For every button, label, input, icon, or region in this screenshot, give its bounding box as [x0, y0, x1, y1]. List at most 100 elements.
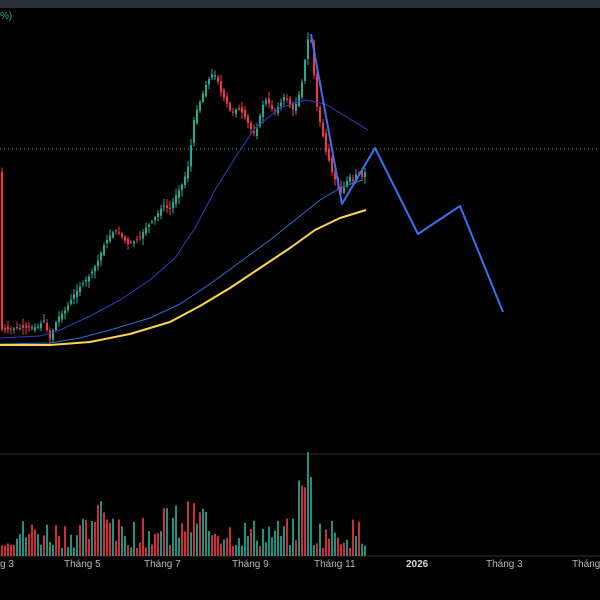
volume-bar: [340, 544, 342, 556]
candle-body: [268, 98, 270, 104]
candle-body: [220, 81, 222, 93]
volume-bar: [19, 534, 21, 556]
candle-body: [319, 107, 321, 122]
volume-bar: [334, 532, 336, 556]
chart-area[interactable]: [0, 8, 600, 600]
candle-body: [103, 245, 105, 256]
candle-body: [64, 310, 66, 314]
volume-bar: [274, 530, 276, 556]
volume-bar: [211, 535, 213, 556]
volume-bar: [229, 527, 231, 556]
candle-body: [151, 221, 153, 223]
candle-body: [304, 60, 306, 81]
volume-bar: [124, 536, 126, 556]
volume-bar: [184, 531, 186, 556]
volume-bar: [319, 523, 321, 556]
candle-body: [223, 89, 225, 98]
volume-bar: [7, 543, 9, 556]
candle-body: [130, 241, 132, 243]
volume-bar: [313, 545, 315, 556]
volume-bar: [331, 520, 333, 556]
candle-body: [241, 107, 243, 113]
volume-bar: [91, 520, 93, 556]
volume-bar: [214, 533, 216, 556]
candle-body: [142, 232, 144, 239]
volume-bar: [73, 547, 75, 556]
volume-bar: [199, 512, 201, 556]
candle-body: [325, 133, 327, 152]
volume-bar: [271, 537, 273, 556]
volume-bar: [202, 508, 204, 556]
candle-body: [106, 240, 108, 244]
time-axis-tick: g 3: [0, 559, 14, 570]
volume-bar: [22, 521, 24, 556]
volume-bar: [82, 519, 84, 556]
volume-bar: [250, 529, 252, 556]
candle-body: [22, 325, 24, 328]
candle-body: [91, 271, 93, 274]
volume-bar: [130, 547, 132, 556]
candle-body: [247, 116, 249, 123]
time-axis-tick: Tháng 11: [314, 559, 356, 570]
volume-bar: [94, 521, 96, 556]
volume-bar: [289, 545, 291, 556]
price-chart-svg[interactable]: [0, 8, 600, 600]
candle-body: [232, 111, 234, 113]
candle-body: [286, 98, 288, 100]
candle-body: [145, 227, 147, 234]
volume-bar: [220, 543, 222, 556]
volume-bar: [142, 518, 144, 556]
volume-bar: [328, 538, 330, 556]
volume-bar: [112, 518, 114, 556]
candle-body: [322, 122, 324, 137]
time-axis-tick: Tháng 9: [232, 559, 269, 570]
volume-bar: [226, 537, 228, 556]
volume-bar: [232, 545, 234, 556]
volume-bar: [280, 536, 282, 556]
candle-body: [85, 279, 87, 282]
candle-body: [40, 323, 42, 329]
candle-body: [205, 85, 207, 97]
candle-body: [313, 41, 315, 76]
candle-body: [364, 172, 366, 178]
candle-body: [340, 186, 342, 193]
candle-body: [235, 109, 237, 115]
volume-bar: [169, 544, 171, 556]
volume-bar: [268, 526, 270, 556]
volume-bar: [346, 539, 348, 556]
candle-body: [28, 325, 30, 328]
candle-body: [289, 99, 291, 107]
candle-body: [331, 158, 333, 172]
volume-bar: [160, 531, 162, 556]
volume-bar: [307, 452, 309, 556]
volume-bar: [151, 544, 153, 556]
volume-bar: [103, 512, 105, 556]
candle-body: [34, 327, 36, 331]
candle-body: [181, 184, 183, 190]
volume-bar: [139, 542, 141, 556]
candle-body: [163, 205, 165, 207]
volume-bar: [223, 539, 225, 556]
volume-bar: [13, 544, 15, 556]
volume-bar: [277, 520, 279, 556]
volume-bar: [166, 508, 168, 556]
candle-body: [46, 322, 48, 330]
volume-bar: [154, 533, 156, 556]
candle-body: [139, 236, 141, 238]
volume-bar: [361, 543, 363, 556]
candle-body: [238, 107, 240, 110]
volume-bar: [118, 519, 120, 556]
volume-bar: [61, 547, 63, 556]
candle-body: [361, 170, 363, 177]
candle-body: [136, 239, 138, 241]
volume-bar: [136, 547, 138, 556]
candle-body: [1, 171, 3, 330]
candle-body: [178, 190, 180, 199]
volume-bar: [145, 547, 147, 556]
volume-bar: [304, 487, 306, 556]
candle-body: [229, 102, 231, 111]
volume-bar: [109, 522, 111, 556]
volume-bar: [193, 503, 195, 556]
volume-bar: [106, 519, 108, 556]
candle-body: [316, 74, 318, 107]
